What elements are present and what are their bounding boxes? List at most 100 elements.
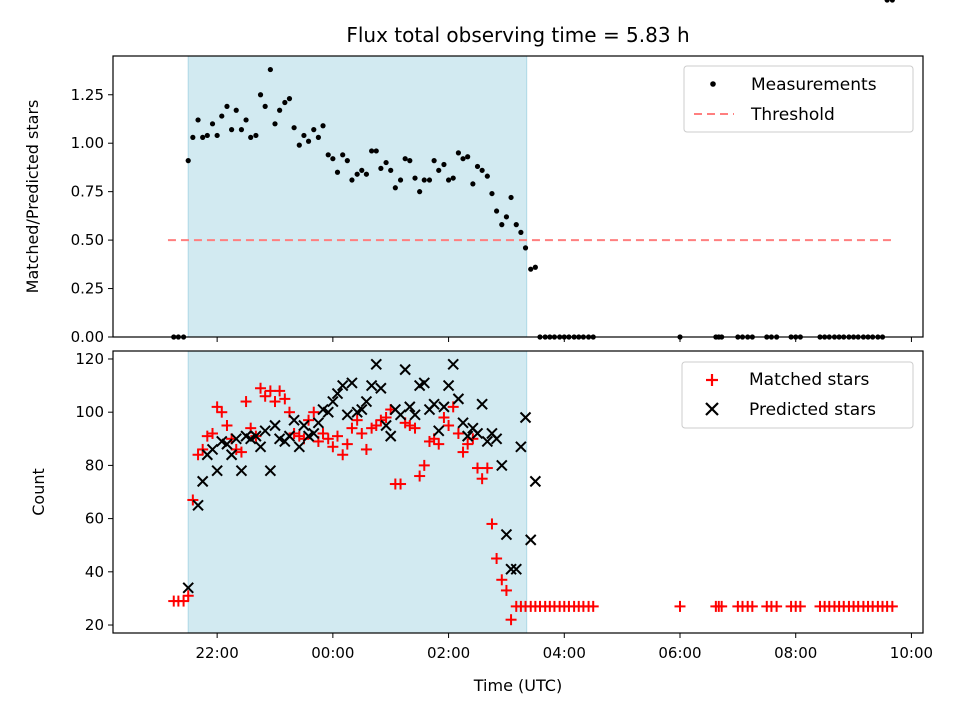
predicted-star-point (519, 411, 532, 424)
predicted-star-point (331, 387, 344, 400)
matched-star-point (746, 600, 758, 612)
predicted-star-point (399, 363, 411, 376)
chart-title: Flux total observing time = 5.83 h (346, 23, 689, 47)
matched-star-point (452, 427, 464, 439)
measurement-point (889, 0, 895, 3)
predicted-star-point (336, 379, 349, 392)
matched-star-point (418, 459, 430, 471)
measurement-point (441, 161, 447, 168)
predicted-star-point (471, 427, 484, 440)
measurements-legend-marker (710, 81, 716, 87)
x-axis-label: Time (UTC) (473, 676, 562, 695)
matched-star-point (457, 446, 469, 458)
matched-star-point (351, 414, 363, 426)
measurement-point (224, 103, 230, 109)
measurement-point (407, 158, 413, 164)
matched-star-point (187, 494, 199, 506)
count-y-tick-label: 60 (85, 510, 104, 528)
matched-star-point (433, 438, 445, 450)
predicted-star-point (428, 398, 440, 410)
matched-star-point (486, 518, 498, 530)
predicted-star-point (370, 358, 382, 371)
measurement-point (369, 148, 375, 154)
matched-star-point (216, 406, 228, 418)
measurement-point (392, 185, 398, 191)
predicted-star-point (196, 475, 209, 488)
matched-star-point (443, 419, 455, 431)
predicted-star-point (206, 443, 219, 456)
predicted-star-point (346, 377, 358, 389)
predicted-star-point (312, 417, 325, 429)
predicted-star-point (418, 377, 430, 389)
count-y-axis-label: Count (29, 468, 48, 516)
measurement-point (185, 158, 191, 164)
predicted-star-point (525, 534, 537, 546)
measurement-point (243, 117, 249, 123)
ratio-y-tick-label: 0.75 (71, 183, 104, 201)
matched-star-point (341, 438, 353, 450)
count-y-tick-label: 40 (85, 563, 104, 581)
measurement-point (479, 167, 485, 173)
measurement-point (311, 127, 317, 133)
count-x-tick-label: 00:00 (311, 644, 354, 662)
measurement-point (219, 113, 225, 119)
matched-star-point (472, 462, 483, 474)
measurement-point (489, 190, 495, 197)
measurement-point (344, 158, 350, 164)
predicted-star-point (409, 409, 421, 421)
count-x-tick-label: 04:00 (543, 644, 586, 662)
matched-star-point (317, 427, 329, 439)
measurement-point (282, 99, 288, 106)
matched-legend-marker (706, 374, 718, 386)
ratio-y-tick-label: 1.25 (71, 86, 104, 104)
measurement-point (450, 175, 456, 181)
predicted-star-point (500, 528, 513, 541)
observing-window-shade (187, 55, 528, 338)
matched-star-point (481, 462, 493, 474)
count-y-axis: 20 40 60 80 100 120 (75, 350, 113, 634)
count-axes-frame (112, 350, 924, 634)
measurement-point (474, 163, 481, 170)
count-plot-area (168, 358, 898, 626)
measurement-point (465, 154, 471, 160)
count-x-axis: 22:00 00:00 02:00 04:00 06:00 08:00 10:00 (196, 633, 933, 662)
matched-star-point (327, 441, 339, 453)
matched-star-point (674, 600, 686, 612)
count-x-tick-label: 06:00 (658, 644, 701, 662)
measurement-point (493, 208, 500, 214)
measurement-point (359, 167, 365, 173)
predicted-star-point (360, 395, 373, 408)
count-y-tick-label: 20 (85, 616, 104, 634)
measurement-point (272, 121, 278, 127)
matched-star-point (505, 614, 517, 626)
measurement-point (257, 92, 264, 98)
matched-star-point (476, 473, 488, 485)
measurement-point (513, 222, 519, 228)
matched-star-point (375, 414, 387, 426)
measurement-point (431, 158, 437, 164)
matched-star-point (794, 600, 806, 612)
matched-star-point (269, 396, 281, 408)
measurement-point (470, 181, 476, 187)
measurement-point (397, 177, 404, 183)
predicted-star-point (211, 465, 223, 477)
matched-star-point (337, 449, 349, 461)
predicted-star-point (394, 409, 407, 421)
predicted-star-point (293, 441, 306, 453)
matched-star-point (462, 438, 474, 450)
count-y-tick-label: 100 (75, 403, 104, 421)
predicted-star-point (457, 417, 469, 429)
ratio-plot-area (167, 0, 895, 340)
matched-star-point (587, 600, 599, 612)
measurement-point (291, 125, 297, 131)
predicted-star-point (341, 409, 354, 421)
predicted-star-point (452, 393, 465, 405)
matched-star-point (308, 406, 320, 418)
measurement-point (296, 142, 302, 148)
matched-star-point (491, 553, 503, 565)
count-x-tick-label: 02:00 (427, 644, 470, 662)
matched-star-point (500, 584, 512, 596)
predicted-star-point (529, 475, 542, 488)
measurement-point (503, 214, 510, 220)
